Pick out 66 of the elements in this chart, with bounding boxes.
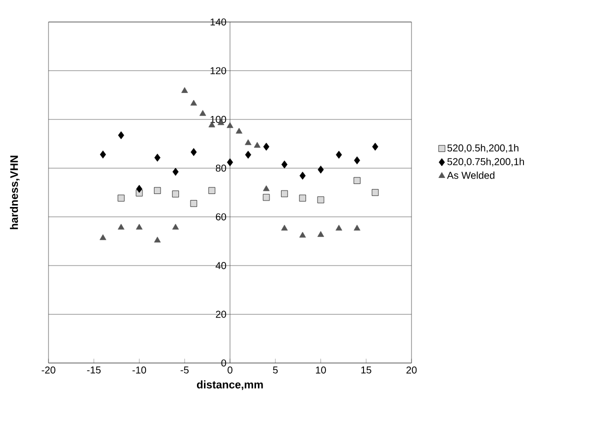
point — [136, 224, 143, 230]
point — [372, 142, 378, 151]
point — [354, 156, 360, 164]
point — [300, 172, 306, 180]
point — [281, 190, 288, 198]
point — [336, 224, 342, 231]
point — [190, 200, 198, 207]
point — [100, 234, 106, 240]
legend-label: 520,0.75h,200,1h — [447, 158, 524, 166]
point — [281, 224, 288, 231]
x-tick-label: 15 — [361, 366, 372, 374]
point — [244, 139, 252, 146]
point — [254, 142, 261, 148]
point — [236, 128, 242, 134]
point — [190, 100, 198, 106]
y-tick-label: 140 — [210, 18, 226, 26]
legend-label: 520,0.5h,200,1h — [447, 144, 518, 153]
point — [190, 148, 197, 156]
point — [172, 224, 179, 230]
point — [172, 168, 179, 176]
point — [263, 142, 270, 151]
point — [262, 194, 270, 201]
point — [354, 177, 360, 184]
y-tick-label: 80 — [216, 164, 226, 172]
x-tick-label: -5 — [180, 366, 189, 374]
x-axis-title: distance,mm — [196, 380, 263, 390]
point — [226, 158, 234, 166]
x-tick-label: 10 — [316, 366, 326, 374]
y-tick-label: 100 — [210, 116, 226, 123]
y-tick-label: 60 — [216, 213, 226, 220]
point — [181, 87, 188, 93]
point — [354, 224, 360, 231]
point — [262, 185, 270, 192]
point — [154, 154, 160, 162]
legend-label: As Welded — [447, 172, 494, 179]
point — [317, 196, 324, 204]
point — [372, 189, 379, 196]
point — [281, 160, 288, 168]
y-tick-label: 120 — [210, 67, 226, 74]
x-tick-label: -15 — [87, 366, 101, 374]
point — [299, 232, 306, 238]
point — [226, 122, 234, 128]
point — [299, 194, 306, 202]
x-tick-label: 20 — [406, 366, 417, 374]
point — [172, 190, 179, 198]
point — [318, 166, 324, 174]
y-tick-label: 20 — [216, 310, 226, 318]
x-tick-label: -10 — [132, 366, 146, 374]
point — [199, 110, 206, 116]
point — [118, 194, 124, 202]
y-tick-label: 0 — [221, 359, 226, 367]
point — [245, 150, 252, 159]
point — [317, 231, 324, 237]
point — [100, 150, 106, 158]
point — [154, 236, 161, 242]
point — [118, 224, 124, 230]
x-tick-label: 0 — [228, 366, 232, 374]
y-tick-label: 40 — [216, 262, 226, 270]
x-tick-label: 5 — [273, 366, 278, 374]
point — [118, 131, 124, 140]
y-axis-title: hardness,VHN — [10, 156, 20, 230]
point — [208, 187, 216, 194]
point — [136, 184, 142, 193]
point — [336, 150, 342, 159]
point — [154, 187, 161, 194]
x-tick-label: -20 — [42, 366, 56, 374]
